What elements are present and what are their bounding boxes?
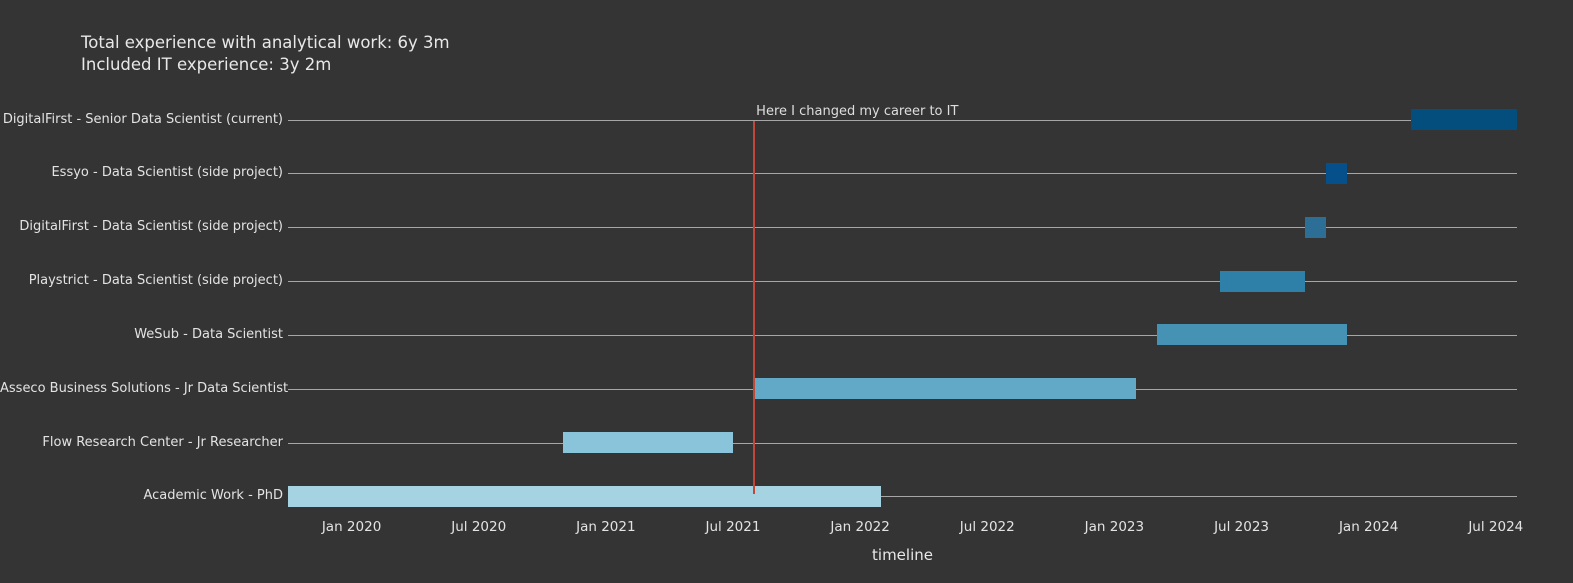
row-gridline xyxy=(288,334,1517,336)
x-tick-label: Jul 2024 xyxy=(1468,519,1524,535)
gantt-bar[interactable] xyxy=(754,378,1136,400)
gantt-bar[interactable] xyxy=(288,485,882,507)
row-gridline xyxy=(288,496,1517,498)
row-gridline xyxy=(288,227,1517,229)
row-label: Academic Work - PhD xyxy=(143,488,283,504)
row-label: Flow Research Center - Jr Researcher xyxy=(42,434,283,450)
chart-title: Total experience with analytical work: 6… xyxy=(81,32,450,76)
gantt-bar[interactable] xyxy=(1411,109,1517,130)
gantt-bar[interactable] xyxy=(1220,270,1306,292)
x-tick-label: Jul 2023 xyxy=(1214,519,1269,535)
chart-title-line2: Included IT experience: 3y 2m xyxy=(81,55,332,74)
career-change-annotation: Here I changed my career to IT xyxy=(756,104,959,119)
chart-title-line1: Total experience with analytical work: 6… xyxy=(81,33,450,52)
x-tick-label: Jan 2021 xyxy=(576,519,636,535)
gantt-bar[interactable] xyxy=(563,432,733,454)
row-gridline xyxy=(288,173,1517,175)
x-tick-label: Jan 2022 xyxy=(830,519,890,535)
x-tick-label: Jul 2020 xyxy=(451,519,507,535)
x-tick-label: Jan 2020 xyxy=(321,519,382,535)
x-tick-label: Jul 2021 xyxy=(705,519,761,535)
x-tick-label: Jan 2023 xyxy=(1084,519,1145,535)
row-label: Playstrict - Data Scientist (side projec… xyxy=(28,273,283,289)
row-label: DigitalFirst - Senior Data Scientist (cu… xyxy=(2,111,283,127)
row-gridline xyxy=(288,119,1517,121)
x-tick-label: Jul 2022 xyxy=(959,519,1015,535)
gantt-bar[interactable] xyxy=(1305,216,1327,238)
row-gridline xyxy=(288,281,1517,283)
gantt-bar[interactable] xyxy=(1156,324,1348,346)
x-tick-label: Jan 2024 xyxy=(1338,519,1399,535)
career-change-line xyxy=(753,121,756,494)
row-label: Asseco Business Solutions - Jr Data Scie… xyxy=(0,380,289,396)
row-label: WeSub - Data Scientist xyxy=(134,326,283,342)
row-label: Essyo - Data Scientist (side project) xyxy=(51,165,283,181)
x-axis-title: timeline xyxy=(872,546,933,564)
row-label: DigitalFirst - Data Scientist (side proj… xyxy=(19,219,283,235)
row-gridline xyxy=(288,442,1517,444)
gantt-bar[interactable] xyxy=(1326,162,1348,184)
